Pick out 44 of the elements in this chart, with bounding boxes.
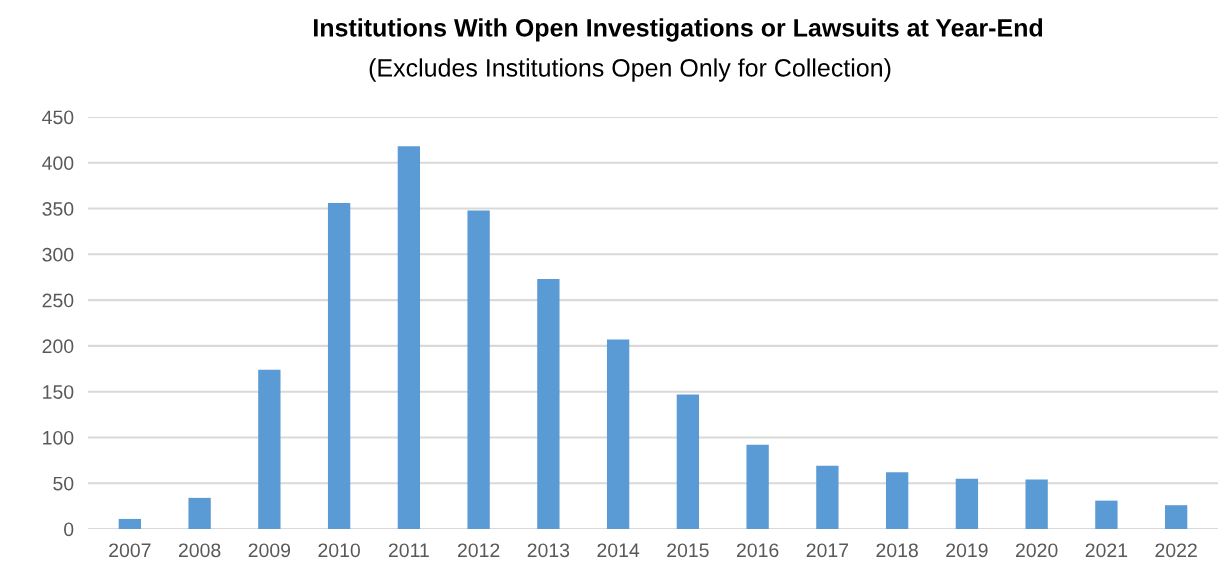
x-tick-label: 2021 xyxy=(1085,543,1128,558)
bar xyxy=(397,146,421,529)
y-tick-label: 0 xyxy=(64,522,74,537)
x-tick-label: 2017 xyxy=(806,543,849,558)
x-tick-label: 2018 xyxy=(876,543,918,558)
y-tick-label: 450 xyxy=(42,110,74,125)
bar xyxy=(467,210,490,529)
bar xyxy=(537,279,560,529)
y-tick-label: 400 xyxy=(42,156,74,171)
x-tick-label: 2007 xyxy=(109,543,151,558)
x-tick-label: 2012 xyxy=(457,543,500,558)
x-tick-label: 2011 xyxy=(388,543,429,558)
x-tick-label: 2015 xyxy=(667,543,709,558)
bar xyxy=(816,465,839,529)
bar xyxy=(1095,500,1118,529)
bar xyxy=(327,203,351,529)
bar xyxy=(885,472,909,529)
y-tick-label: 300 xyxy=(42,247,74,262)
bar xyxy=(1025,479,1048,529)
x-tick-label: 2008 xyxy=(178,543,221,558)
x-tick-label: 2016 xyxy=(736,543,779,558)
x-tick-label: 2010 xyxy=(318,543,360,558)
y-tick-label: 150 xyxy=(43,385,74,399)
x-tick-label: 2009 xyxy=(248,543,291,558)
y-tick-label: 350 xyxy=(42,202,74,216)
y-tick-label: 100 xyxy=(43,430,74,445)
x-tick-label: 2020 xyxy=(1015,543,1058,558)
bar xyxy=(188,497,211,529)
x-tick-label: 2013 xyxy=(527,543,570,558)
bar xyxy=(746,444,769,529)
bar xyxy=(1164,505,1188,529)
bar xyxy=(676,394,700,529)
bar xyxy=(118,518,142,529)
bar xyxy=(955,478,979,529)
y-tick-label: 250 xyxy=(42,293,74,308)
x-tick-label: 2022 xyxy=(1155,543,1197,558)
bar xyxy=(258,369,281,529)
chart-subtitle: (Excludes Institutions Open Only for Collection) xyxy=(369,58,891,82)
y-tick-label: 50 xyxy=(53,476,74,491)
chart-title: Institutions With Open Investigations or Lawsuits at Year-End xyxy=(314,18,1043,42)
x-tick-label: 2014 xyxy=(597,543,640,558)
bar xyxy=(606,339,630,529)
x-tick-label: 2019 xyxy=(946,543,988,558)
y-tick-label: 200 xyxy=(42,339,74,354)
